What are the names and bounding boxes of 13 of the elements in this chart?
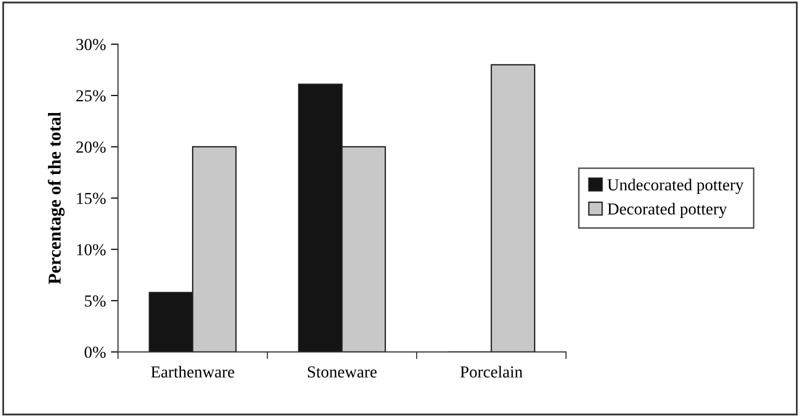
y-tick-label: 15% bbox=[77, 192, 106, 204]
y-tick-label: 30% bbox=[76, 38, 106, 50]
y-tick-label: 20% bbox=[76, 141, 106, 153]
x-tick-label: Stoneware bbox=[308, 366, 377, 378]
y-axis-title: Percentage of the total bbox=[48, 112, 65, 284]
y-tick-label: 25% bbox=[76, 90, 106, 102]
x-tick-label: Earthenware bbox=[151, 366, 234, 378]
y-tick-label: 10% bbox=[77, 244, 106, 256]
y-tick-label: 0% bbox=[84, 346, 106, 358]
legend-label: Decorated pottery bbox=[608, 202, 727, 218]
y-tick-label: 5% bbox=[84, 295, 106, 307]
legend-label: Undecorated pottery bbox=[607, 178, 744, 194]
x-tick-label: Porcelain bbox=[460, 366, 523, 378]
